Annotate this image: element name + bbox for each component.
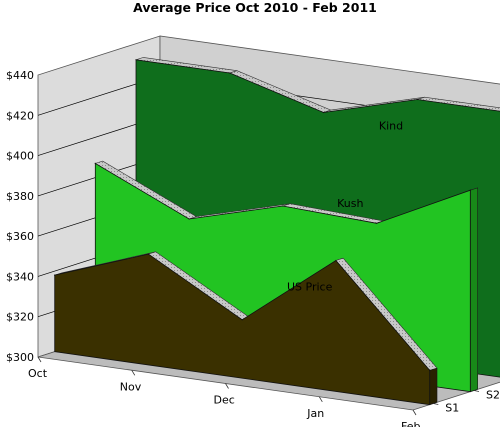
depth-tick-label: S1 [445, 402, 459, 415]
data-point [335, 259, 337, 262]
x-tick-label: Jan [306, 407, 324, 420]
x-tick-mark [412, 409, 417, 416]
x-axis-ticks: Oct Nov Dec Jan Feb [28, 356, 420, 427]
x-tick-mark [37, 356, 42, 363]
data-point [135, 59, 137, 61]
area-end-cap [469, 187, 479, 393]
data-point [188, 218, 190, 220]
data-point [282, 205, 284, 207]
depth-tick-mark [433, 403, 439, 405]
data-point [376, 222, 378, 224]
y-axis-ticks: $300 $320 $340 $360 $380 $400 $420 $440 [6, 69, 34, 364]
x-tick-mark [131, 370, 136, 376]
data-point [469, 189, 471, 191]
y-tick-label: $340 [6, 270, 34, 283]
series-label: Kind [379, 120, 403, 133]
x-tick-mark [225, 383, 229, 389]
y-tick-label: $320 [6, 311, 34, 324]
data-point [94, 162, 96, 164]
data-point [147, 253, 149, 255]
depth-axis-ticks: S1S2S3 [433, 389, 500, 415]
y-tick-label: $380 [6, 190, 34, 203]
area-front-face [54, 253, 431, 406]
chart-title: Average Price Oct 2010 - Feb 2011 [133, 0, 377, 15]
x-tick-label: Feb [401, 420, 420, 427]
x-tick-label: Oct [28, 367, 48, 380]
data-point [416, 98, 418, 101]
series-label: US Price [287, 281, 333, 294]
y-tick-label: $300 [6, 351, 34, 364]
x-tick-label: Nov [120, 380, 142, 393]
area-end-cap [429, 367, 438, 406]
data-point [322, 111, 325, 114]
x-tick-label: Dec [214, 394, 235, 407]
data-point [429, 369, 431, 371]
y-tick-label: $440 [6, 69, 34, 82]
data-point [241, 319, 243, 321]
y-tick-label: $420 [6, 109, 34, 122]
depth-tick-mark [473, 390, 480, 392]
series-label: Kush [337, 197, 363, 210]
data-point [229, 72, 231, 74]
x-tick-mark [318, 396, 323, 403]
y-tick-label: $400 [6, 150, 34, 163]
series-us-price: US Price [54, 251, 438, 406]
data-point [54, 274, 56, 276]
series-layer: Kind Kush US Price [54, 57, 500, 406]
y-tick-label: $360 [6, 230, 34, 243]
depth-tick-label: S2 [486, 389, 500, 402]
